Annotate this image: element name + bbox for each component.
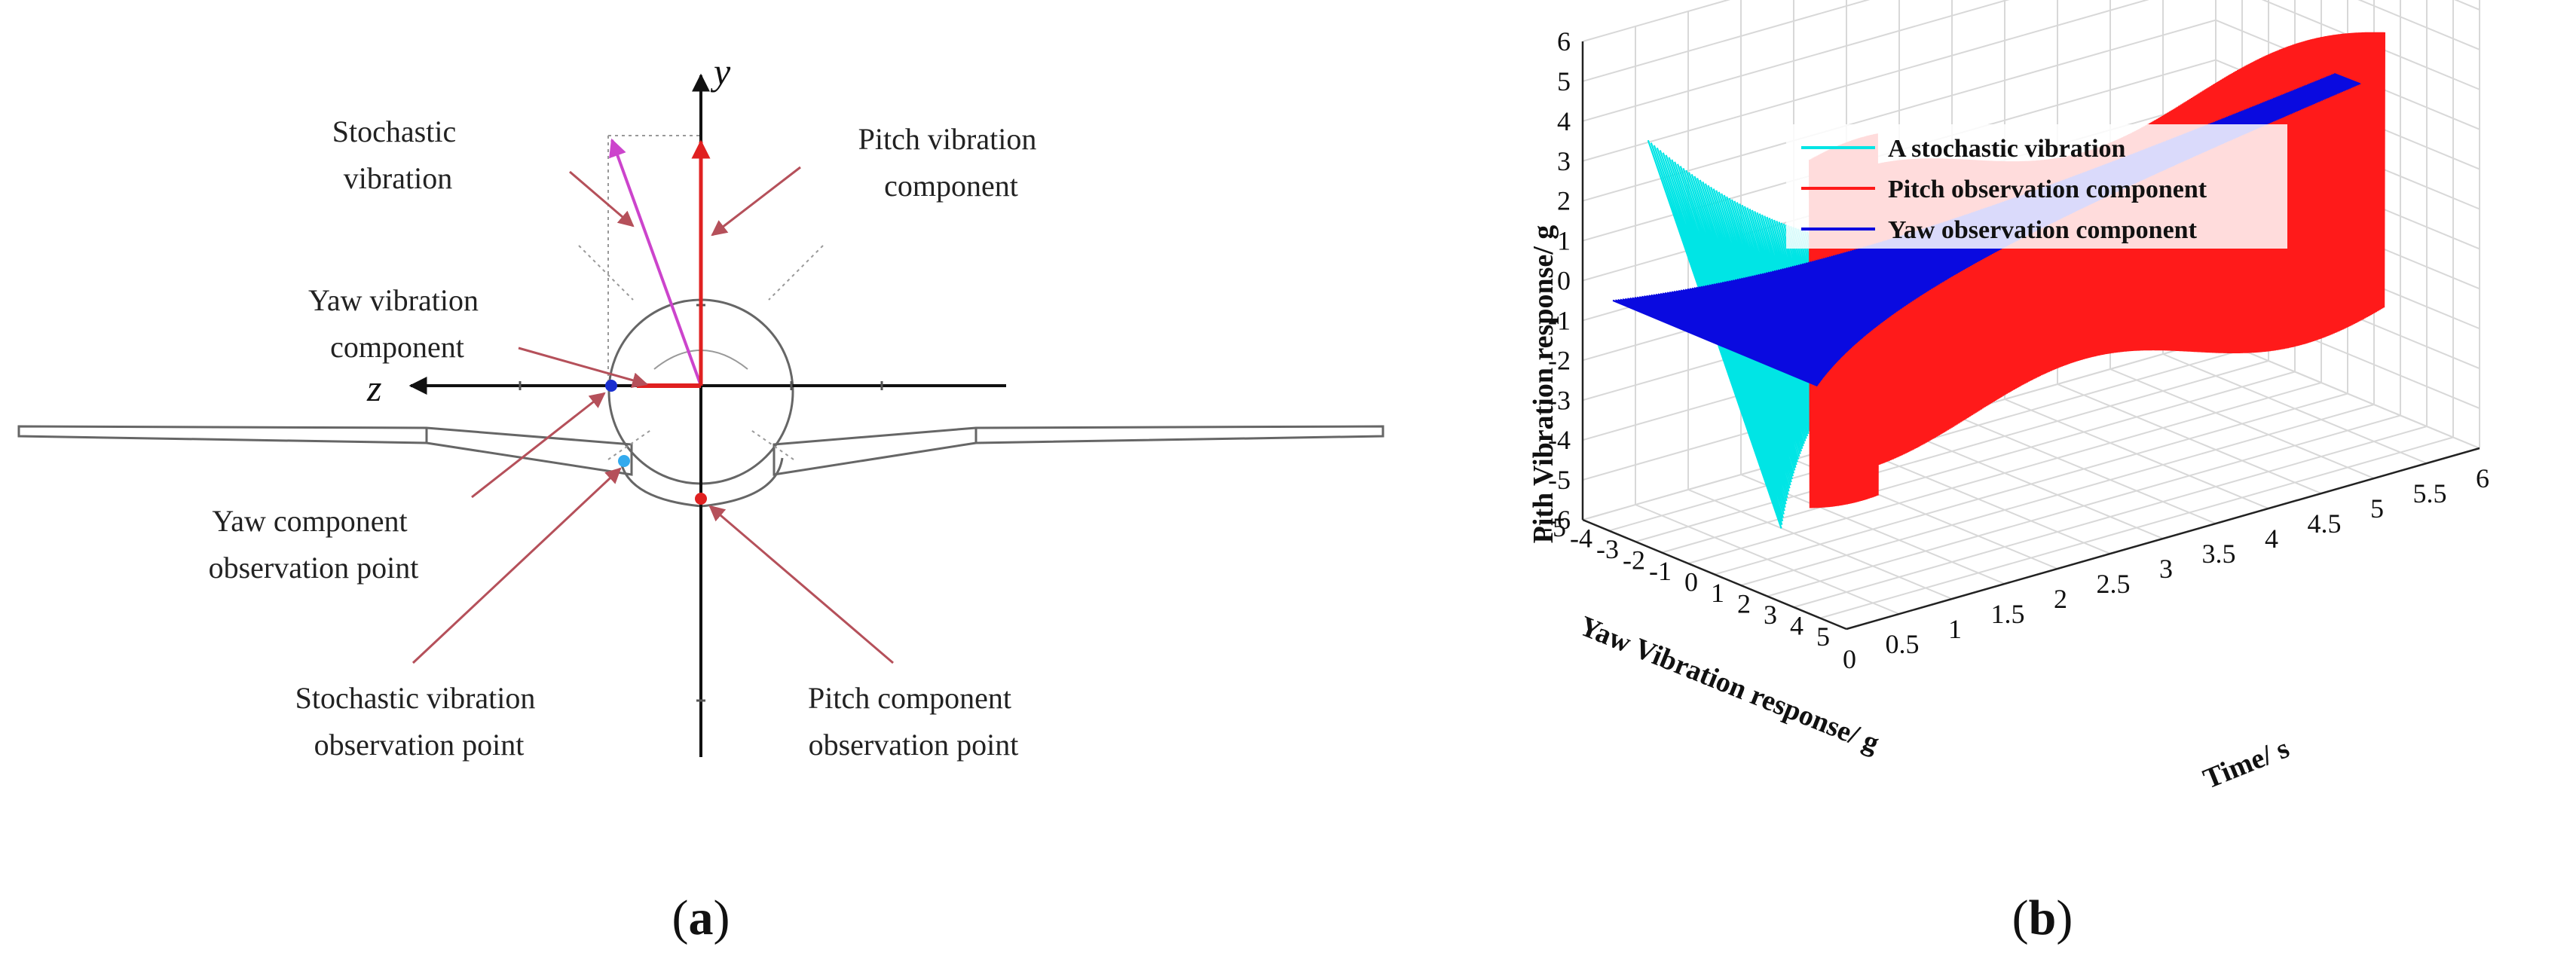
z-tick-label: 2 (1557, 186, 1571, 216)
coordinate-axes: y z (366, 50, 1006, 757)
y-tick-label: 0 (1684, 567, 1698, 597)
yaw-observation-point (605, 380, 617, 392)
z-tick-label: -3 (1548, 385, 1571, 415)
x-tick-label: 3.5 (2202, 539, 2236, 569)
z-tick-label: -2 (1548, 345, 1571, 375)
projection-guides (578, 135, 824, 460)
x-tick-label: 6 (2476, 463, 2489, 493)
axis-edge (1582, 518, 1847, 631)
legend-item-stochastic: A stochastic vibration (1801, 135, 2126, 163)
grid-line (1687, 382, 2322, 564)
stochastic-observation-point (618, 455, 630, 467)
aircraft-wings (17, 425, 1384, 476)
leader-pitch-observation (708, 505, 894, 664)
legend-label-yaw: Yaw observation component (1888, 216, 2198, 244)
label-stochastic-vibration-observation-point: Stochastic vibration observation point (295, 681, 543, 762)
legend-label-pitch: Pitch observation component (1888, 176, 2207, 203)
z-tick-label: 1 (1557, 226, 1571, 256)
legend-item-pitch: Pitch observation component (1801, 176, 2207, 203)
x-tick-label: 2 (2054, 584, 2067, 614)
z-tick-label: 4 (1557, 106, 1571, 136)
z-tick-label: 0 (1557, 266, 1571, 296)
label-stochastic-vibration: Stochastic vibration (332, 115, 463, 195)
grid-line (1635, 360, 2269, 542)
y-tick-label: 2 (1737, 589, 1751, 619)
grid-line (1714, 392, 2348, 576)
x-tick-label: 5.5 (2413, 478, 2447, 508)
legend-item-yaw: Yaw observation component (1801, 216, 2198, 244)
grid-line (1661, 371, 2296, 554)
y-tick-label: -2 (1623, 545, 1645, 576)
x-tick-label: 0.5 (1886, 629, 1920, 659)
leader-yaw-observation (471, 392, 606, 499)
label-yaw-vibration-component: Yaw vibration component (308, 283, 486, 364)
chart-3d-series (1612, 32, 2385, 529)
leader-pitch-vibration (711, 166, 801, 237)
x-tick-label: 5 (2370, 493, 2384, 524)
x-axis-title: Time/ s (2199, 732, 2294, 795)
grid-line (1767, 414, 2401, 597)
y-tick-label: 5 (1816, 621, 1830, 652)
y-axis-title: Yaw Vibration response/ g (1575, 610, 1884, 759)
label-yaw-component-observation-point: Yaw component observation point (209, 504, 419, 585)
leader-stochastic-vibration (569, 170, 635, 227)
chart-legend: A stochastic vibration Pitch observation… (1786, 124, 2287, 249)
z-tick-label: 6 (1557, 26, 1571, 56)
y-tick-label: -5 (1543, 512, 1566, 542)
x-tick-label: 1.5 (1991, 599, 2025, 629)
label-pitch-vibration-component: Pitch vibration component (858, 122, 1045, 203)
x-tick-label: 0 (1843, 644, 1856, 674)
y-tick-label: -1 (1649, 556, 1672, 586)
panel-b-caption: (b) (2012, 890, 2073, 945)
z-axis-title: Pith Vibration response/ g (1528, 225, 1559, 544)
y-tick-label: -3 (1596, 534, 1619, 564)
z-tick-label: -1 (1548, 305, 1571, 335)
pitch-observation-point (695, 493, 707, 505)
label-pitch-component-observation-point: Pitch component observation point (808, 681, 1019, 762)
z-tick-label: -4 (1548, 425, 1571, 455)
axis-edge (1846, 447, 2480, 631)
y-tick-label: 4 (1790, 611, 1804, 641)
z-tick-label: 5 (1557, 66, 1571, 96)
leader-yaw-vibration (518, 347, 649, 388)
grid-line (1740, 404, 2375, 586)
z-tick-label: 3 (1557, 146, 1571, 176)
grid-line (1793, 426, 2428, 608)
stochastic-vibration-vector (609, 138, 702, 386)
leader-stochastic-observation (411, 467, 622, 664)
grid-line (2357, 0, 2480, 50)
x-tick-label: 1 (1948, 614, 1962, 644)
panel-a-caption: (a) (672, 890, 730, 945)
grid-line (1819, 436, 2454, 619)
x-tick-label: 4 (2265, 524, 2278, 554)
z-tick-label: -6 (1548, 505, 1571, 535)
z-tick-label: -5 (1548, 465, 1571, 495)
legend-label-stochastic: A stochastic vibration (1888, 135, 2126, 163)
x-tick-label: 4.5 (2308, 508, 2342, 539)
z-axis-label: z (366, 367, 381, 409)
y-tick-label: 1 (1711, 578, 1724, 608)
x-tick-label: 2.5 (2097, 569, 2131, 599)
y-tick-label: 3 (1764, 600, 1777, 630)
y-tick-label: -4 (1570, 524, 1592, 554)
aircraft-diagram-panel: y z Stochastic vibra (17, 50, 1384, 945)
y-axis-label: y (710, 50, 731, 93)
x-tick-label: 3 (2159, 554, 2173, 584)
